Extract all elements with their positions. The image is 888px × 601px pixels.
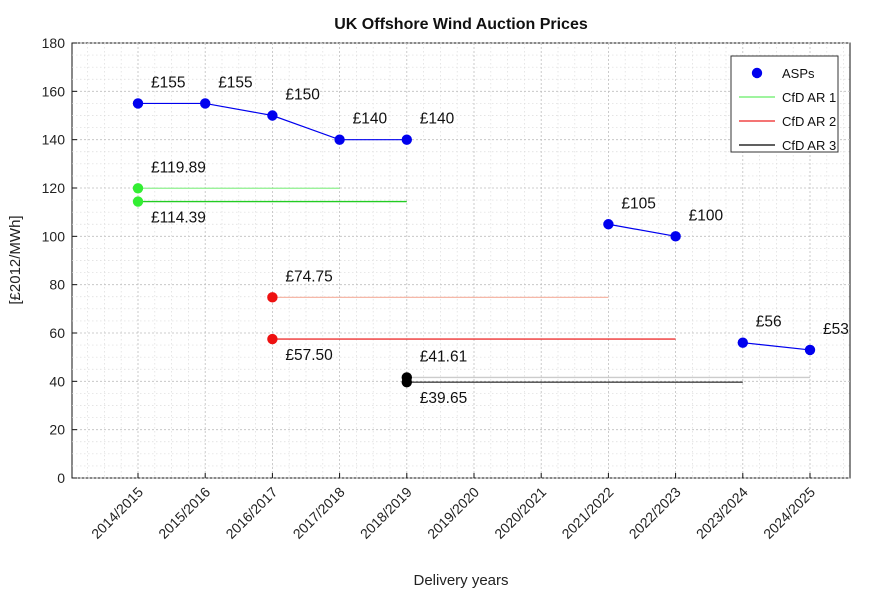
cfd-data-label: £41.61: [420, 348, 467, 365]
x-tick-label: 2021/2022: [558, 484, 616, 542]
x-axis: 2014/2015 2015/2016 2016/2017 2017/2018 2018…: [88, 473, 818, 542]
asp-data-label: £140: [420, 111, 455, 128]
asp-data-label: £100: [689, 207, 724, 224]
cfd-data-label: £119.89: [151, 159, 206, 176]
asp-data-label: £53: [823, 321, 849, 338]
y-tick-label: 0: [57, 470, 65, 486]
data-labels: £119.89 £114.39 £74.75 £57.50 £41.61 £39.65 £1…: [151, 74, 849, 407]
cfd-data-label: £39.65: [420, 390, 467, 407]
cfd-point: [132, 196, 144, 207]
x-tick-label: 2014/2015: [88, 484, 146, 542]
asp-data-label: £150: [285, 87, 320, 104]
y-tick-label: 60: [49, 325, 65, 341]
x-tick-label: 2015/2016: [155, 484, 213, 542]
cfd-point: [267, 292, 278, 303]
y-tick-label: 160: [42, 83, 66, 99]
grid: [72, 42, 850, 479]
x-tick-label: 2020/2021: [491, 484, 549, 542]
x-tick-label: 2019/2020: [424, 484, 482, 542]
y-tick-label: 120: [42, 180, 66, 196]
asp-point: [603, 219, 614, 230]
cfd-data-label: £74.75: [285, 268, 332, 285]
asp-data-label: £155: [151, 74, 185, 91]
asp-point: [737, 337, 748, 348]
x-axis-label: Delivery years: [413, 572, 508, 589]
legend-box: [730, 55, 839, 153]
y-tick-label: 80: [49, 277, 65, 293]
x-tick-label: 2016/2017: [222, 484, 280, 542]
x-tick-label: 2023/2024: [693, 484, 751, 542]
y-axis-label: [£2012/MWh]: [7, 215, 24, 304]
legend-label: ASPs: [782, 66, 815, 81]
x-tick-label: 2024/2025: [760, 484, 818, 542]
cfd-point: [267, 333, 278, 345]
asp-point: [670, 231, 681, 242]
asp-data-label: £155: [218, 74, 252, 91]
asp-series-line: [608, 223, 676, 237]
asp-series: [132, 98, 816, 356]
asp-point: [401, 134, 412, 145]
asp-series-line: [742, 342, 811, 351]
cfd-lines: [132, 183, 810, 388]
asp-data-label: £105: [621, 195, 655, 212]
y-tick-label: 180: [42, 35, 66, 51]
legend-label: CfD AR 1: [782, 90, 836, 105]
asp-data-label: £56: [756, 314, 782, 331]
asp-point: [334, 134, 345, 145]
legend-label: CfD AR 3: [782, 138, 836, 153]
legend-marker: [751, 67, 763, 79]
cfd-data-label: £57.50: [285, 347, 333, 364]
y-axis: 0 20 40 60 80 100 120 140 160 180: [42, 35, 77, 486]
asp-point: [132, 98, 144, 109]
cfd-point: [401, 376, 412, 388]
x-tick-label: 2018/2019: [357, 484, 415, 542]
cfd-point: [132, 183, 144, 194]
x-tick-label: 2022/2023: [626, 484, 684, 542]
cfd-data-label: £114.39: [151, 210, 206, 227]
y-tick-label: 20: [49, 422, 65, 438]
y-tick-label: 140: [42, 132, 66, 148]
asp-data-label: £140: [353, 111, 388, 128]
asp-point: [200, 98, 211, 109]
y-tick-label: 100: [42, 228, 66, 244]
y-tick-label: 40: [49, 373, 65, 389]
asp-point: [267, 110, 278, 121]
chart-title: UK Offshore Wind Auction Prices: [334, 16, 588, 33]
x-tick-label: 2017/2018: [290, 484, 348, 542]
asp-point: [804, 344, 816, 356]
legend: ASPs CfD AR 1 CfD AR 2 CfD AR 3: [730, 55, 839, 153]
legend-label: CfD AR 2: [782, 114, 836, 129]
